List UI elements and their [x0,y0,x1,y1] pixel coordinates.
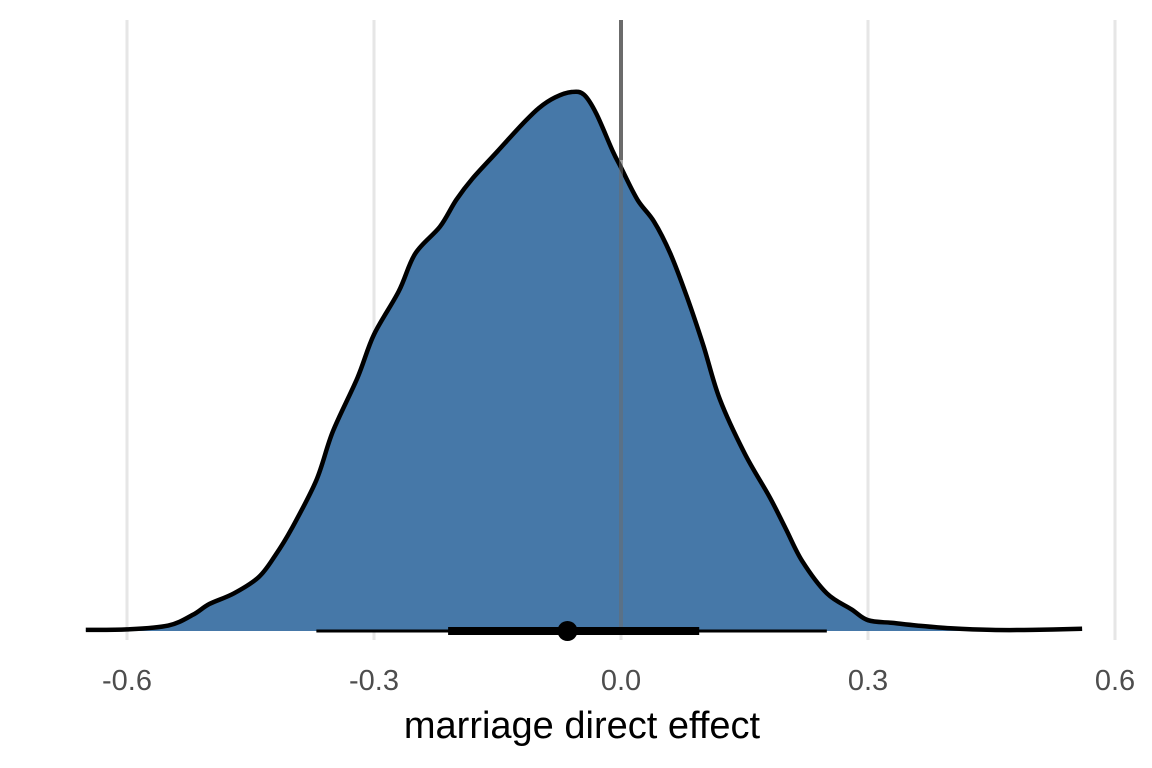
x-tick-labels: -0.6 -0.3 0.0 0.3 0.6 [102,665,1135,697]
x-axis-title: marriage direct effect [404,705,761,747]
density-outline [85,89,1083,633]
x-tick-label: -0.3 [349,665,399,697]
point-estimate [557,621,578,641]
x-tick-label: 0.0 [601,665,641,697]
x-tick-label: 0.3 [848,665,888,697]
density-area [85,91,1083,631]
x-tick-label: 0.6 [1095,665,1135,697]
x-tick-label: -0.6 [102,665,152,697]
